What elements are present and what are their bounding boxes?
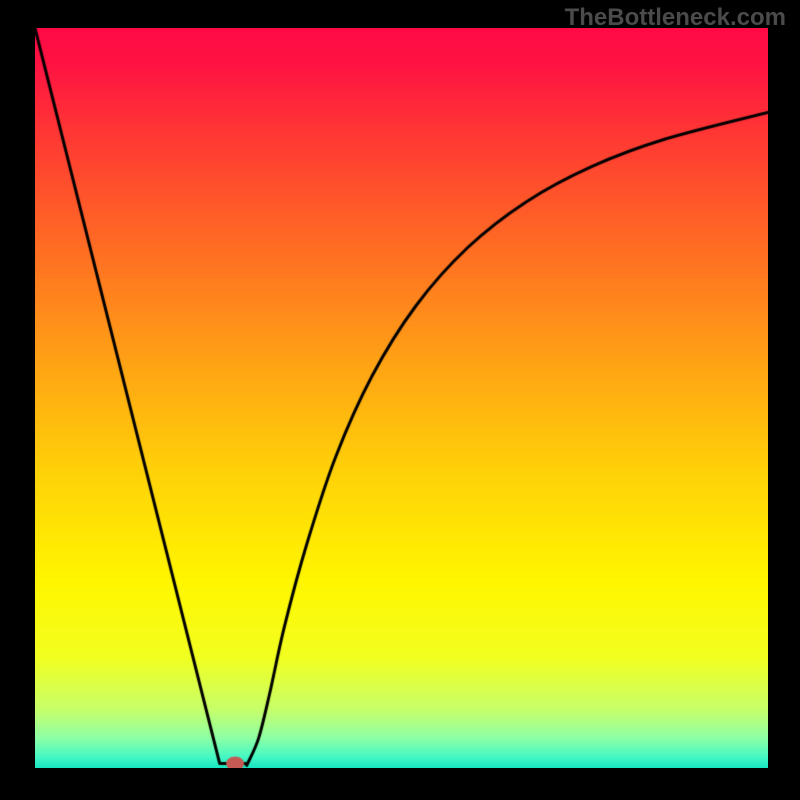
chart-stage: TheBottleneck.com — [0, 0, 800, 800]
plot-area — [35, 28, 768, 768]
watermark-text: TheBottleneck.com — [565, 4, 786, 32]
bottleneck-curve — [35, 28, 768, 768]
